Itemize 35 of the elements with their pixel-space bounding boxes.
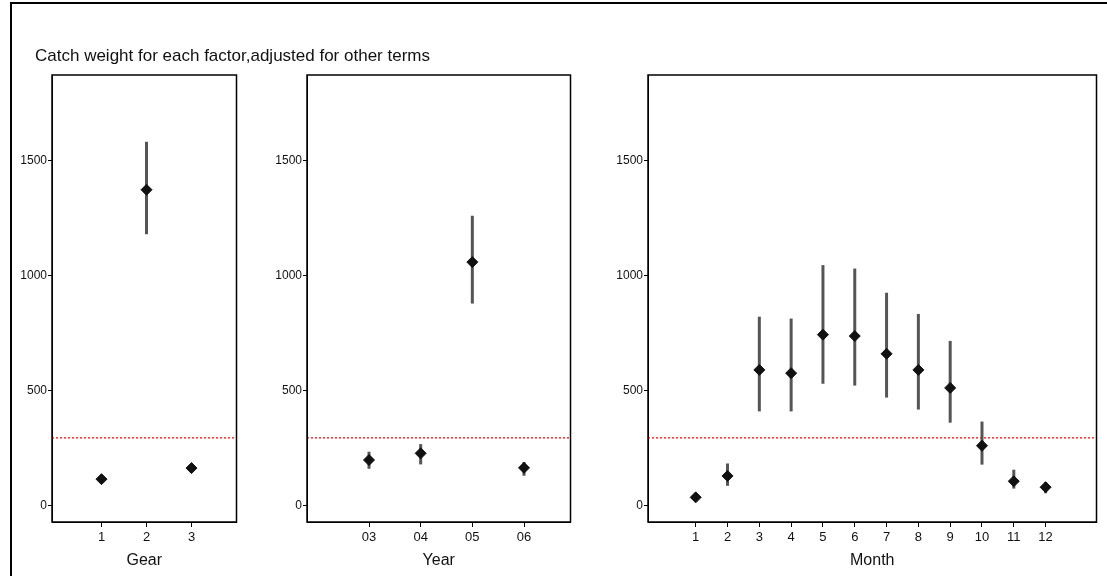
x-tick-label: 06	[516, 529, 532, 545]
x-tick-label: 8	[914, 529, 922, 545]
x-tick-label: 3	[755, 529, 763, 545]
x-axis-title: Year	[422, 550, 456, 568]
y-tick-label: 500	[622, 382, 644, 397]
y-tick-label: 1500	[616, 152, 644, 167]
x-tick-label: 6	[851, 529, 859, 545]
y-tick-label: 500	[26, 382, 48, 397]
x-tick-label: 10	[974, 529, 990, 545]
y-tick-label: 1000	[616, 267, 644, 282]
x-tick-label: 04	[413, 529, 428, 545]
x-axis-title: Month	[850, 550, 895, 568]
chart-title: Catch weight for each factor,adjusted for other terms	[35, 46, 430, 66]
y-tick-label: 0	[40, 498, 48, 513]
x-tick-label: 4	[787, 529, 795, 545]
x-tick-label: 3	[187, 529, 196, 545]
x-tick-label: 1	[692, 529, 700, 545]
y-tick-label: 1500	[20, 152, 48, 167]
x-tick-label: 9	[946, 529, 954, 545]
x-tick-label: 11	[1007, 529, 1021, 545]
x-tick-label: 2	[723, 529, 732, 545]
x-tick-label: 5	[819, 529, 827, 545]
y-tick-label: 0	[295, 498, 303, 513]
y-tick-label: 500	[281, 382, 303, 397]
x-tick-label: 7	[882, 529, 891, 545]
y-tick-label: 1000	[275, 267, 303, 282]
x-axis-title: Gear	[126, 550, 163, 568]
y-tick-label: 1500	[275, 152, 303, 167]
x-tick-label: 1	[97, 529, 106, 545]
y-tick-label: 0	[636, 498, 644, 513]
x-tick-label: 2	[142, 529, 151, 545]
x-tick-label: 05	[465, 529, 480, 545]
y-tick-label: 1000	[20, 267, 48, 282]
x-tick-label: 12	[1038, 529, 1053, 545]
x-tick-label: 03	[361, 529, 377, 545]
